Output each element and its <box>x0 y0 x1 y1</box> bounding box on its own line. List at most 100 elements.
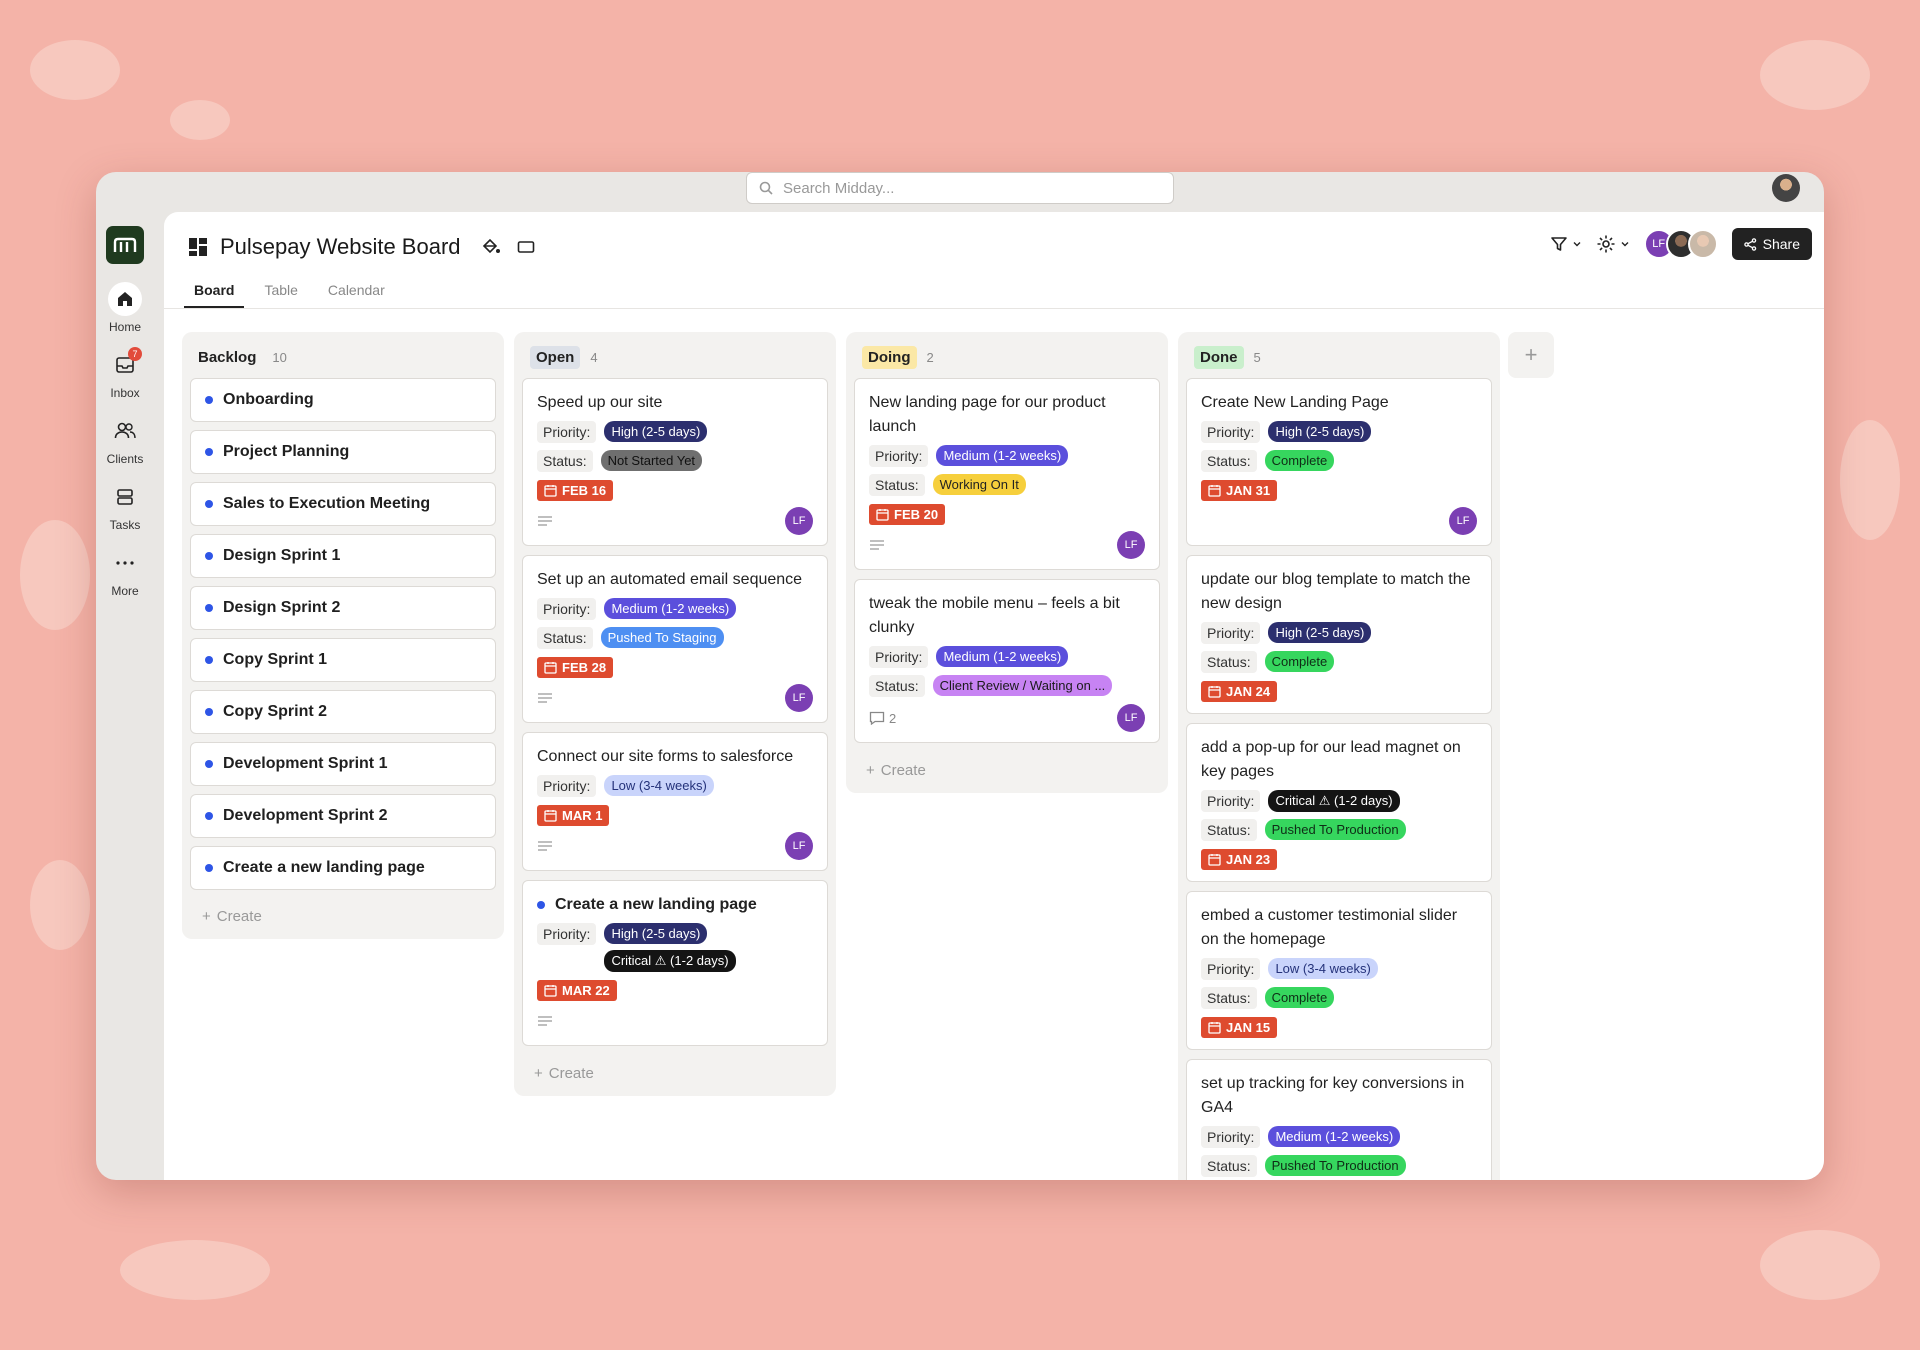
due-date: JAN 23 <box>1226 852 1271 867</box>
task-card[interactable]: New landing page for our product launch … <box>854 378 1160 570</box>
task-card[interactable]: Create New Landing Page Priority: High (2… <box>1186 378 1492 546</box>
task-card[interactable]: add a pop-up for our lead magnet on key … <box>1186 723 1492 882</box>
sidebar-item-label: Clients <box>106 452 144 466</box>
settings-button[interactable] <box>1596 234 1630 254</box>
status-pill[interactable]: Pushed To Production <box>1264 1155 1406 1176</box>
task-card[interactable]: Speed up our site Priority: High (2-5 day… <box>522 378 828 546</box>
midday-logo[interactable] <box>106 226 144 264</box>
status-pill[interactable]: Pushed To Production <box>1264 819 1406 840</box>
sidebar-item-clients[interactable]: Clients <box>96 414 154 466</box>
background-splash <box>30 40 120 100</box>
due-date-badge[interactable]: MAR 22 <box>537 980 617 1001</box>
background-splash <box>20 520 90 630</box>
tab-table[interactable]: Table <box>264 282 298 298</box>
column-title: Backlog <box>198 348 257 366</box>
priority-row: Priority: Medium (1-2 weeks) <box>537 598 813 620</box>
layout-icon[interactable] <box>517 240 535 254</box>
sidebar-item-label: More <box>111 584 139 598</box>
status-pill[interactable]: Client Review / Waiting on ... <box>932 675 1113 696</box>
card-title: Create New Landing Page <box>1201 394 1389 411</box>
status-pill[interactable]: Complete <box>1264 987 1335 1008</box>
list-item[interactable]: Onboarding <box>190 378 496 422</box>
create-button[interactable]: + Create <box>190 898 496 929</box>
status-pill[interactable]: Not Started Yet <box>600 450 703 471</box>
assignee-avatar[interactable]: LF <box>785 684 813 712</box>
sidebar-item-inbox[interactable]: 7 Inbox <box>96 347 154 400</box>
task-card[interactable]: Set up an automated email sequence Prior… <box>522 555 828 723</box>
app-window: Search Midday... Home 7 Inbox Clients <box>96 172 1824 1180</box>
list-item[interactable]: Sales to Execution Meeting <box>190 482 496 526</box>
paint-bucket-icon[interactable] <box>481 238 501 256</box>
due-date-badge[interactable]: JAN 24 <box>1201 681 1278 702</box>
list-item[interactable]: Create a new landing page <box>190 846 496 890</box>
status-dot <box>537 901 545 909</box>
priority-pill[interactable]: Medium (1-2 weeks) <box>604 598 737 619</box>
clients-icon <box>108 414 142 448</box>
due-date-badge[interactable]: JAN 23 <box>1201 849 1278 870</box>
priority-pill[interactable]: Low (3-4 weeks) <box>1268 958 1378 979</box>
assignee-avatar[interactable]: LF <box>1449 507 1477 535</box>
member-avatars[interactable]: LF <box>1643 229 1718 259</box>
due-date-badge[interactable]: FEB 28 <box>537 657 614 678</box>
column-done: Done 5 Create New Landing Page Priority:… <box>1178 332 1500 1180</box>
assignee-avatar[interactable]: LF <box>785 507 813 535</box>
task-card[interactable]: Create a new landing page Priority: High … <box>522 880 828 1046</box>
priority-pill[interactable]: Critical ⚠ (1-2 days) <box>604 950 736 972</box>
due-date-badge[interactable]: FEB 16 <box>537 480 614 501</box>
priority-pill[interactable]: Medium (1-2 weeks) <box>936 646 1069 667</box>
user-avatar[interactable] <box>1772 174 1800 202</box>
calendar-icon <box>1208 485 1221 497</box>
task-card[interactable]: update our blog template to match the ne… <box>1186 555 1492 714</box>
due-date-badge[interactable]: JAN 31 <box>1201 480 1278 501</box>
list-item[interactable]: Development Sprint 2 <box>190 794 496 838</box>
priority-pill[interactable]: Low (3-4 weeks) <box>604 775 714 796</box>
due-date-badge[interactable]: MAR 1 <box>537 805 610 826</box>
status-pill[interactable]: Pushed To Staging <box>600 627 724 648</box>
assignee-avatar[interactable]: LF <box>785 832 813 860</box>
tab-board[interactable]: Board <box>184 274 245 308</box>
priority-pill[interactable]: High (2-5 days) <box>1268 622 1372 643</box>
background-splash <box>170 100 230 140</box>
status-dot <box>205 656 213 664</box>
task-card[interactable]: tweak the mobile menu – feels a bit clun… <box>854 579 1160 743</box>
sidebar-item-tasks[interactable]: Tasks <box>96 480 154 532</box>
status-pill[interactable]: Complete <box>1264 651 1335 672</box>
list-item[interactable]: Copy Sprint 1 <box>190 638 496 682</box>
assignee-avatar[interactable]: LF <box>1117 704 1145 732</box>
priority-pill[interactable]: High (2-5 days) <box>604 923 708 944</box>
filter-button[interactable] <box>1550 235 1582 253</box>
tab-calendar[interactable]: Calendar <box>327 282 385 298</box>
due-date-badge[interactable]: JAN 15 <box>1201 1017 1278 1038</box>
plus-icon: + <box>534 1065 543 1082</box>
card-title: Speed up our site <box>537 394 663 411</box>
priority-pill[interactable]: Medium (1-2 weeks) <box>936 445 1069 466</box>
due-date-badge[interactable]: FEB 20 <box>869 504 946 525</box>
card-title: set up tracking for key conversions in G… <box>1201 1075 1465 1116</box>
list-item[interactable]: Design Sprint 1 <box>190 534 496 578</box>
comment-count[interactable]: 2 <box>869 711 896 726</box>
list-item[interactable]: Copy Sprint 2 <box>190 690 496 734</box>
share-button[interactable]: Share <box>1731 228 1812 260</box>
sidebar-item-home[interactable]: Home <box>96 282 154 334</box>
status-pill[interactable]: Working On It <box>932 474 1026 495</box>
priority-pill[interactable]: High (2-5 days) <box>604 421 708 442</box>
task-card[interactable]: set up tracking for key conversions in G… <box>1186 1059 1492 1180</box>
list-item[interactable]: Development Sprint 1 <box>190 742 496 786</box>
search-input[interactable]: Search Midday... <box>746 172 1174 204</box>
task-card[interactable]: Connect our site forms to salesforce Pri… <box>522 732 828 871</box>
task-card[interactable]: embed a customer testimonial slider on t… <box>1186 891 1492 1050</box>
create-button[interactable]: + Create <box>522 1055 828 1086</box>
assignee-avatar[interactable]: LF <box>1117 531 1145 559</box>
list-item[interactable]: Project Planning <box>190 430 496 474</box>
status-pill[interactable]: Complete <box>1264 450 1335 471</box>
list-item[interactable]: Design Sprint 2 <box>190 586 496 630</box>
priority-pill[interactable]: Critical ⚠ (1-2 days) <box>1268 790 1400 812</box>
sidebar-item-more[interactable]: More <box>96 546 154 598</box>
due-date: JAN 15 <box>1226 1020 1271 1035</box>
add-column-button[interactable]: + <box>1508 332 1554 378</box>
create-button[interactable]: + Create <box>854 752 1160 783</box>
priority-pill[interactable]: Medium (1-2 weeks) <box>1268 1126 1401 1147</box>
status-label: Status: <box>1201 819 1257 841</box>
due-date: FEB 16 <box>562 483 607 498</box>
priority-pill[interactable]: High (2-5 days) <box>1268 421 1372 442</box>
